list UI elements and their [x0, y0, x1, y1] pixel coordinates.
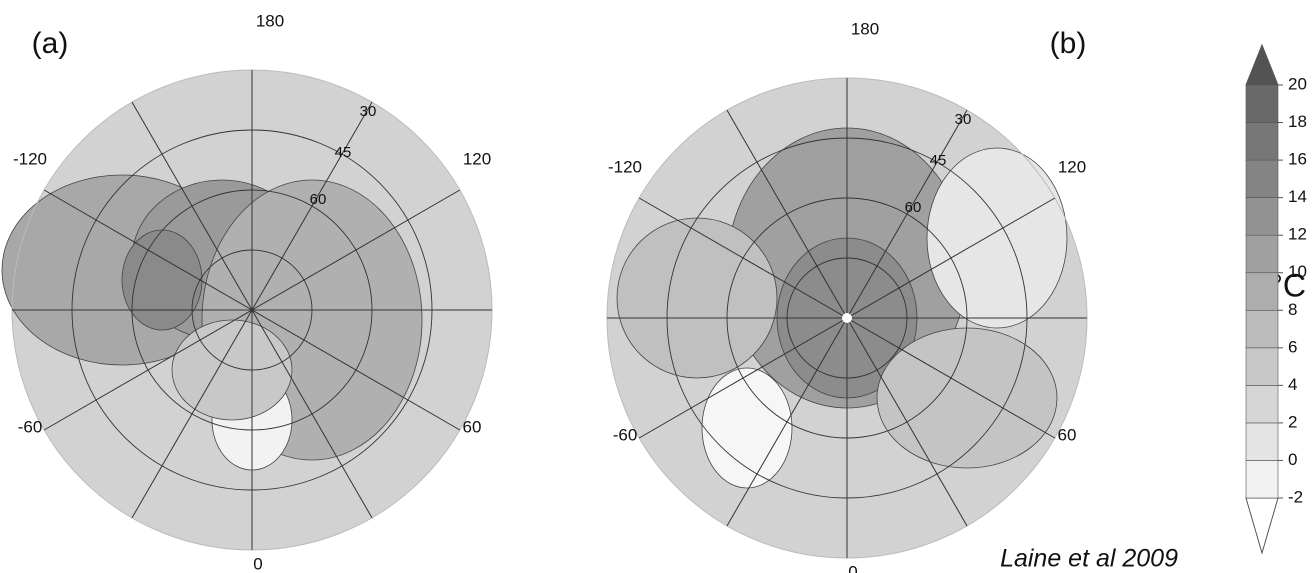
shaded-region — [617, 218, 777, 378]
longitude-label: -60 — [613, 425, 638, 444]
latitude-label: 30 — [955, 111, 972, 128]
colorbar-band — [1246, 198, 1278, 236]
colorbar-tick-label: -2 — [1288, 487, 1303, 506]
colorbar-tick-label: 6 — [1288, 337, 1297, 356]
longitude-label: 0 — [253, 554, 262, 573]
panel-label: (a) — [32, 27, 69, 60]
polar-map — [2, 70, 492, 550]
credit: Laine et al 2009 — [1000, 545, 1178, 573]
colorbar-tick-label: 8 — [1288, 300, 1297, 319]
latitude-label: 45 — [335, 144, 352, 161]
longitude-label: 0 — [848, 562, 857, 573]
latitude-label: 60 — [905, 199, 922, 216]
colorbar-band — [1246, 273, 1278, 311]
polar-map — [607, 78, 1087, 558]
latitude-label: 60 — [310, 191, 327, 208]
colorbar-band — [1246, 385, 1278, 423]
colorbar-band — [1246, 123, 1278, 161]
colorbar-tick-label: 20 — [1288, 74, 1307, 93]
colorbar-tick-label: 16 — [1288, 150, 1307, 169]
longitude-label: 60 — [463, 417, 482, 436]
colorbar-band — [1246, 348, 1278, 386]
longitude-label: -120 — [13, 149, 47, 168]
colorbar-tick-label: 12 — [1288, 225, 1307, 244]
colorbar-band — [1246, 423, 1278, 461]
colorbar-extend-low — [1246, 498, 1278, 553]
shaded-region — [122, 230, 202, 330]
longitude-label: 120 — [1058, 157, 1086, 176]
colorbar-band — [1246, 85, 1278, 123]
colorbar-tick-label: 10 — [1288, 262, 1307, 281]
shaded-region — [702, 368, 792, 488]
latitude-label: 30 — [360, 103, 377, 120]
longitude-label: -120 — [608, 157, 642, 176]
colorbar-band — [1246, 310, 1278, 348]
colorbar-tick-label: 0 — [1288, 450, 1297, 469]
panel-label: (b) — [1050, 27, 1087, 60]
longitude-label: -60 — [18, 417, 43, 436]
colorbar-tick-label: 18 — [1288, 112, 1307, 131]
colorbar-tick-label: 2 — [1288, 412, 1297, 431]
colorbar-extend-high — [1246, 45, 1278, 85]
longitude-label: 60 — [1058, 425, 1077, 444]
pole-marker — [842, 313, 852, 323]
longitude-label: 180 — [851, 19, 879, 38]
latitude-label: 45 — [930, 152, 947, 169]
colorbar-band — [1246, 235, 1278, 273]
shaded-region — [927, 148, 1067, 328]
colorbar-tick-label: 4 — [1288, 375, 1297, 394]
shaded-region — [877, 328, 1057, 468]
shaded-region — [172, 320, 292, 420]
longitude-label: 120 — [463, 149, 491, 168]
colorbar-tick-label: 14 — [1288, 187, 1307, 206]
longitude-label: 180 — [256, 11, 284, 30]
colorbar-band — [1246, 460, 1278, 498]
colorbar-band — [1246, 160, 1278, 198]
figure: °C Laine et al 2009 (a)180-120120-606003… — [0, 0, 1314, 573]
